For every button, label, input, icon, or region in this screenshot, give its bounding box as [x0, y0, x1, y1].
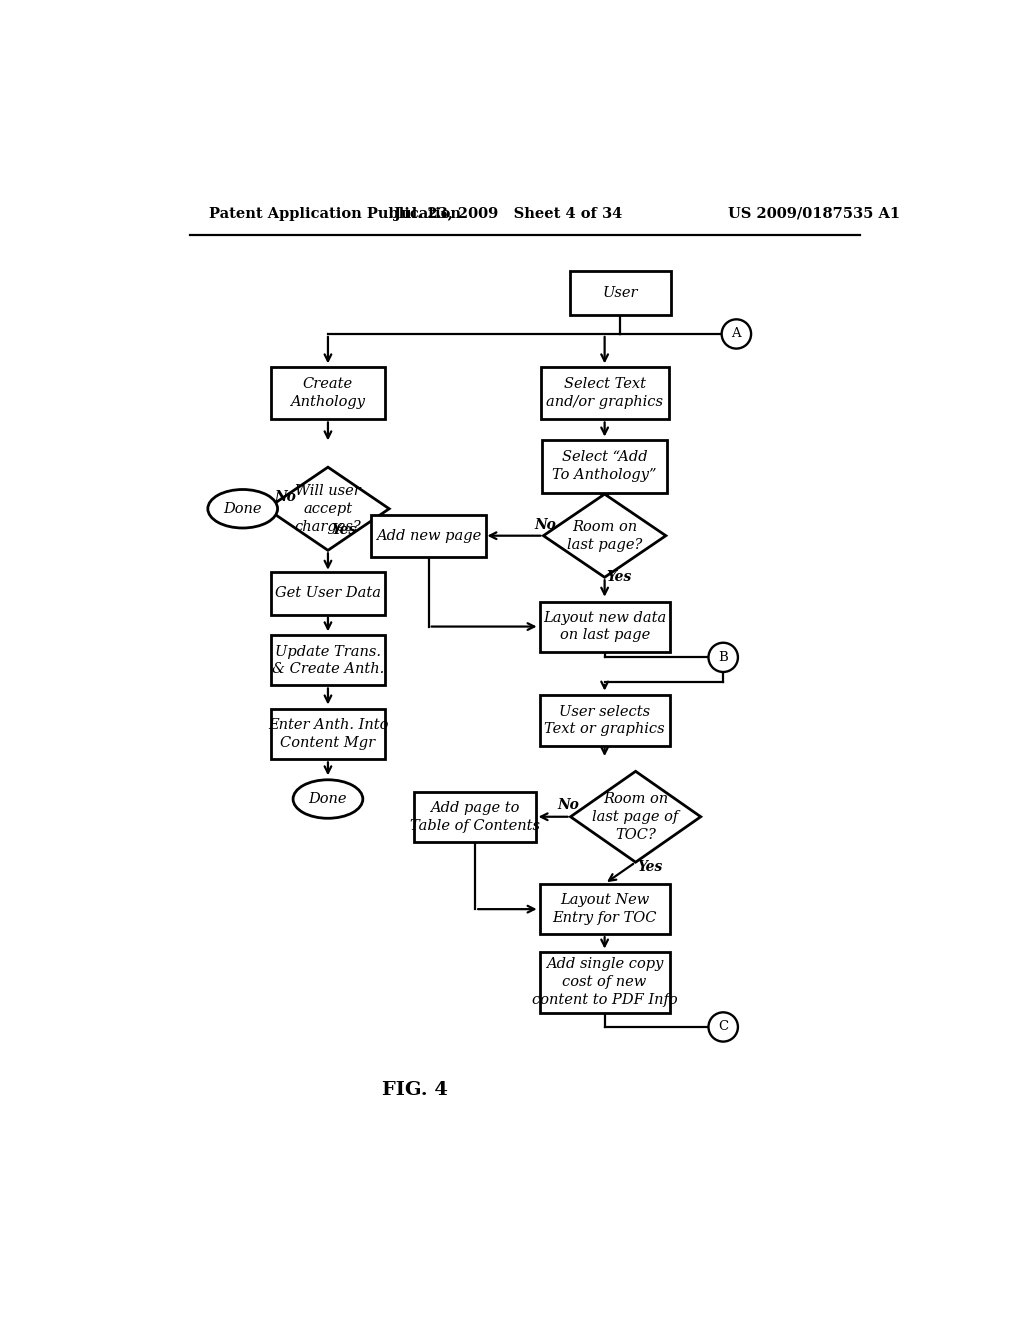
FancyBboxPatch shape — [414, 792, 537, 842]
Text: User selects
Text or graphics: User selects Text or graphics — [545, 705, 665, 737]
FancyBboxPatch shape — [540, 952, 670, 1014]
Text: Enter Anth. Into
Content Mgr: Enter Anth. Into Content Mgr — [267, 718, 388, 750]
Text: Create
Anthology: Create Anthology — [291, 378, 366, 409]
Text: Add new page: Add new page — [376, 529, 481, 543]
Polygon shape — [570, 771, 700, 862]
FancyBboxPatch shape — [540, 696, 670, 746]
Text: No: No — [557, 799, 580, 812]
FancyBboxPatch shape — [542, 441, 668, 492]
Text: Update Trans.
& Create Anth.: Update Trans. & Create Anth. — [271, 644, 384, 676]
Text: Layout new data
on last page: Layout new data on last page — [543, 611, 667, 643]
Text: US 2009/0187535 A1: US 2009/0187535 A1 — [728, 207, 900, 220]
Text: Yes: Yes — [606, 569, 631, 583]
Text: No: No — [534, 517, 556, 532]
FancyBboxPatch shape — [270, 635, 385, 685]
Text: Add page to
Table of Contents: Add page to Table of Contents — [411, 801, 541, 833]
Text: No: No — [274, 490, 296, 504]
FancyBboxPatch shape — [270, 573, 385, 615]
Circle shape — [722, 319, 751, 348]
Circle shape — [709, 643, 738, 672]
Text: Select Text
and/or graphics: Select Text and/or graphics — [546, 378, 664, 409]
Text: Yes: Yes — [637, 859, 663, 874]
FancyBboxPatch shape — [569, 271, 671, 315]
Text: B: B — [718, 651, 728, 664]
Text: Yes: Yes — [331, 523, 356, 536]
Text: Will user
accept
charges?: Will user accept charges? — [295, 484, 361, 533]
Text: Done: Done — [223, 502, 262, 516]
Text: Done: Done — [308, 792, 347, 807]
Polygon shape — [544, 494, 666, 577]
FancyBboxPatch shape — [541, 367, 669, 420]
FancyBboxPatch shape — [270, 367, 385, 420]
Text: Select “Add
To Anthology”: Select “Add To Anthology” — [552, 450, 656, 482]
FancyBboxPatch shape — [540, 602, 670, 652]
Circle shape — [709, 1012, 738, 1041]
FancyBboxPatch shape — [372, 515, 486, 557]
Text: Room on
last page of
TOC?: Room on last page of TOC? — [593, 792, 679, 842]
FancyBboxPatch shape — [540, 884, 670, 935]
Text: Room on
last page?: Room on last page? — [567, 520, 642, 552]
Ellipse shape — [293, 780, 362, 818]
Text: Patent Application Publication: Patent Application Publication — [209, 207, 462, 220]
Text: A: A — [731, 327, 741, 341]
Ellipse shape — [208, 490, 278, 528]
Text: Get User Data: Get User Data — [275, 586, 381, 601]
Text: FIG. 4: FIG. 4 — [382, 1081, 447, 1100]
Text: Layout New
Entry for TOC: Layout New Entry for TOC — [552, 894, 656, 925]
Text: Jul. 23, 2009   Sheet 4 of 34: Jul. 23, 2009 Sheet 4 of 34 — [393, 207, 622, 220]
Text: C: C — [718, 1020, 728, 1034]
Text: User: User — [602, 286, 638, 300]
Text: Add single copy
cost of new
content to PDF Info: Add single copy cost of new content to P… — [531, 957, 678, 1007]
Polygon shape — [266, 467, 389, 550]
FancyBboxPatch shape — [270, 709, 385, 759]
